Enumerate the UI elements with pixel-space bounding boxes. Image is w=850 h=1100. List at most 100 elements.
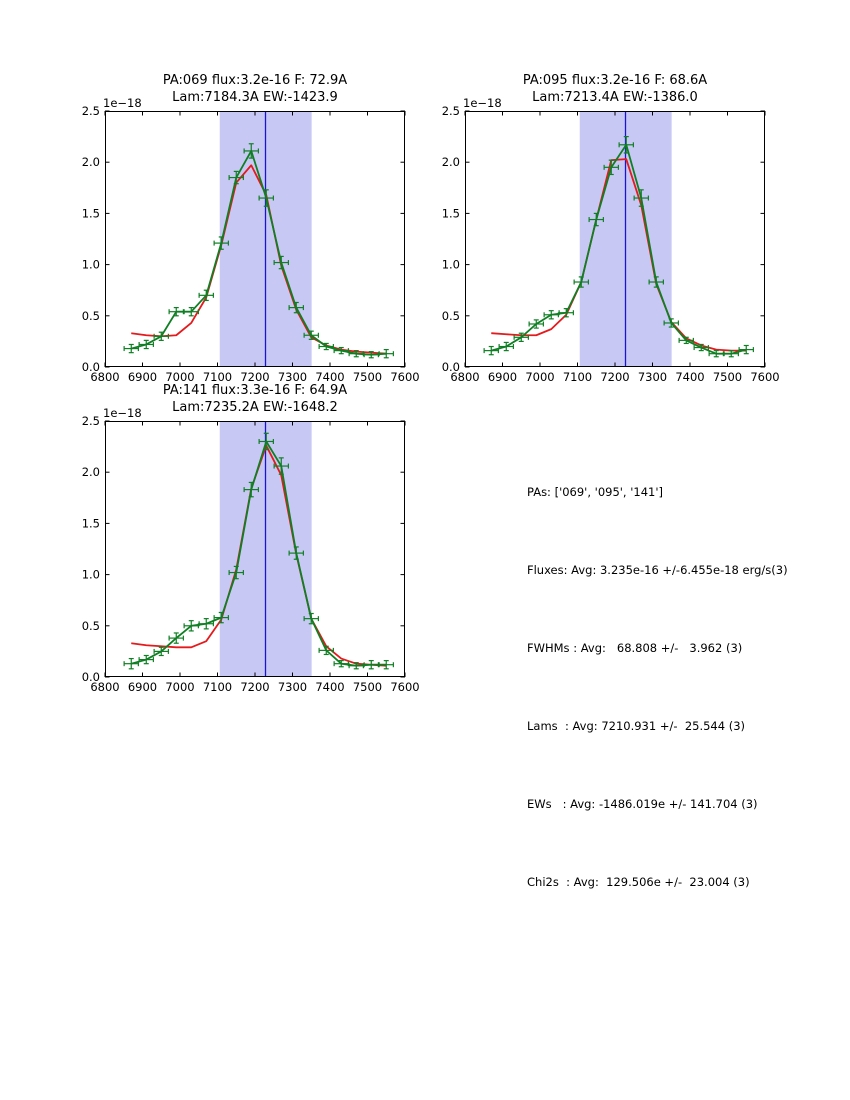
spectrum-axes: 6800 6900 7000 7100 7200 7300 7400 7500 7600 0.0 0… <box>82 414 420 694</box>
y-axis-offset-label: 1e−18 <box>103 96 142 110</box>
error-bar <box>183 620 199 632</box>
model-fit-curve <box>131 164 387 355</box>
plot-title-line2: Lam:7184.3A EW:-1423.9 <box>172 90 338 105</box>
error-bar <box>363 660 379 670</box>
error-bar <box>303 330 319 340</box>
x-tick-label: 7200 <box>240 370 269 384</box>
y-tick-label: 0.0 <box>442 360 460 374</box>
summary-line-fluxes: Fluxes: Avg: 3.235e-16 +/-6.455e-18 erg/… <box>527 563 788 577</box>
y-tick-label: 0.5 <box>82 309 100 323</box>
summary-line-chi2s: Chi2s : Avg: 129.506e +/- 23.004 (3) <box>527 875 750 889</box>
x-tick-label: 7500 <box>353 370 382 384</box>
error-bar <box>618 136 634 154</box>
error-bar <box>498 341 514 352</box>
error-bar <box>378 660 394 670</box>
error-bar <box>183 307 199 317</box>
axes-border <box>465 111 765 367</box>
error-bar <box>333 660 349 668</box>
x-tick-label: 7600 <box>390 680 419 694</box>
error-bar <box>483 345 499 356</box>
x-tick-label: 7000 <box>165 370 194 384</box>
error-bar <box>543 310 559 320</box>
error-bar <box>228 170 244 185</box>
error-bar <box>243 481 259 498</box>
error-bar <box>198 289 214 302</box>
x-tick-label: 6800 <box>450 370 479 384</box>
x-tick-label: 7600 <box>750 370 779 384</box>
error-bar <box>363 351 379 359</box>
error-bar <box>273 457 289 475</box>
x-tick-label: 7400 <box>675 370 704 384</box>
x-tick-label: 7200 <box>600 370 629 384</box>
x-tick-label: 7000 <box>165 680 194 694</box>
error-bar <box>573 276 589 288</box>
spectrum-axes: 6800 6900 7000 7100 7200 7300 7400 7500 7600 0.0 0… <box>442 104 780 384</box>
axes-border <box>105 421 405 677</box>
y-axis-offset-label: 1e−18 <box>463 96 502 110</box>
x-tick-label: 7500 <box>353 680 382 694</box>
error-bar <box>228 565 244 580</box>
x-tick-label: 6900 <box>488 370 517 384</box>
error-bar <box>303 612 319 625</box>
measured-spectrum-curve <box>491 143 747 355</box>
x-tick-label: 7100 <box>203 370 232 384</box>
error-bar <box>588 212 604 227</box>
error-bar <box>723 350 739 358</box>
error-bar <box>168 632 184 644</box>
error-bar <box>213 236 229 250</box>
y-tick-label: 1.5 <box>82 516 100 530</box>
spectrum-axes: 6800 6900 7000 7100 7200 7300 7400 7500 7600 0.0 0… <box>82 104 420 384</box>
summary-line-lams: Lams : Avg: 7210.931 +/- 25.544 (3) <box>527 719 746 733</box>
summary-line-pas: PAs: ['069', '095', '141'] <box>527 485 664 499</box>
error-bar <box>288 546 304 560</box>
y-tick-label: 2.5 <box>442 104 460 118</box>
x-tick-label: 6900 <box>128 680 157 694</box>
y-tick-label: 0.0 <box>82 670 100 684</box>
x-tick-label: 7400 <box>315 680 344 694</box>
y-tick-label: 1.0 <box>82 258 100 272</box>
error-bar <box>123 343 139 354</box>
error-bar <box>288 301 304 314</box>
error-bar <box>378 348 394 359</box>
x-tick-label: 7300 <box>278 370 307 384</box>
spectrum-plot-pa069: PA:069 flux:3.2e-16 F: 72.9A Lam:7184.3A… <box>82 73 420 384</box>
error-bar <box>318 342 334 351</box>
y-tick-label: 0.5 <box>442 309 460 323</box>
x-tick-label: 7100 <box>203 680 232 694</box>
plot-title: PA:141 flux:3.3e-16 F: 64.9A Lam:7235.2A… <box>163 382 347 416</box>
error-bar <box>198 618 214 630</box>
model-fit-curve <box>491 158 747 352</box>
axes-border <box>105 111 405 367</box>
summary-line-fwhms: FWHMs : Avg: 68.808 +/- 3.962 (3) <box>527 641 743 655</box>
x-tick-label: 7300 <box>638 370 667 384</box>
x-tick-label: 7100 <box>563 370 592 384</box>
error-bar <box>513 332 529 342</box>
error-bar <box>153 646 169 657</box>
plot-title: PA:095 flux:3.2e-16 F: 68.6A Lam:7213.4A… <box>523 72 707 106</box>
y-tick-label: 2.5 <box>82 104 100 118</box>
x-tick-label: 7600 <box>390 370 419 384</box>
error-bar <box>123 657 139 670</box>
y-tick-label: 1.5 <box>442 206 460 220</box>
error-bar <box>273 255 289 270</box>
error-bar <box>708 350 724 358</box>
x-tick-label: 6800 <box>90 370 119 384</box>
error-bar <box>318 645 334 656</box>
error-bar <box>213 611 229 624</box>
y-tick-label: 1.0 <box>82 568 100 582</box>
y-tick-label: 0.0 <box>82 360 100 374</box>
x-tick-label: 7000 <box>525 370 554 384</box>
y-tick-label: 2.0 <box>442 155 460 169</box>
error-bar <box>348 350 364 358</box>
x-tick-label: 7300 <box>278 680 307 694</box>
y-tick-label: 0.5 <box>82 619 100 633</box>
y-tick-label: 2.0 <box>82 465 100 479</box>
error-bar <box>243 143 259 159</box>
x-tick-label: 7400 <box>315 370 344 384</box>
error-bar <box>528 319 544 329</box>
x-tick-label: 6800 <box>90 680 119 694</box>
x-tick-label: 6900 <box>128 370 157 384</box>
y-tick-label: 1.0 <box>442 258 460 272</box>
spectrum-plot-pa095: PA:095 flux:3.2e-16 F: 68.6A Lam:7213.4A… <box>442 73 780 384</box>
error-bar <box>258 432 274 451</box>
